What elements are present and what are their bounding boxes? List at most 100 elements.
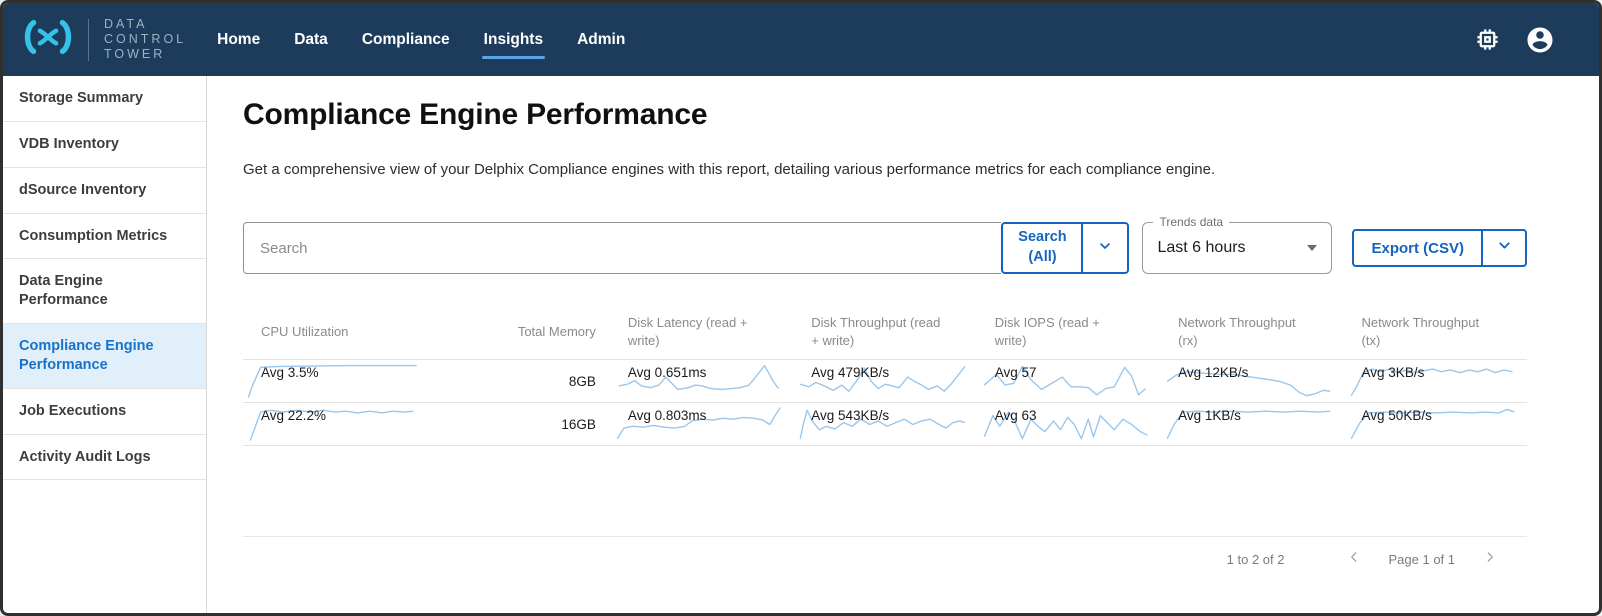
page-description: Get a comprehensive view of your Delphix… [243,161,1216,178]
metric-avg-label: Avg 0.803ms [627,408,707,424]
navbar-actions [1474,25,1599,55]
metric-cell-cpu-utilization: Avg 3.5% [243,360,426,403]
sidebar-item-activity-audit-logs[interactable]: Activity Audit Logs [3,435,206,481]
column-header-network-throughput-rx: Network Throughput (rx) [1178,315,1296,348]
column-header-network-throughput-tx: Network Throughput (tx) [1361,315,1480,348]
logo: DATA CONTROL TOWER [3,17,186,62]
metric-cell-disk-throughput-read-write: Avg 479KB/s [793,360,976,403]
metric-avg-label: Avg 57 [994,365,1037,381]
nav-item-compliance[interactable]: Compliance [361,30,450,48]
trends-data-select[interactable]: Trends data Last 6 hours [1142,215,1333,274]
metric-cell-disk-iops-read-write: Avg 57 [977,360,1160,403]
sidebar-item-dsource-inventory[interactable]: dSource Inventory [3,168,206,214]
sidebar-item-data-engine-performance[interactable]: Data Engine Performance [3,259,206,325]
trends-data-label: Trends data [1153,215,1230,229]
nav-item-home[interactable]: Home [217,30,261,48]
table-body: Avg 3.5% 8GB Avg 0.651ms Avg 479KB/s Avg 57 A… [243,359,1527,446]
chevron-down-icon [1097,238,1113,259]
main-content: Compliance Engine Performance Get a comp… [207,76,1599,613]
metric-cell-network-throughput-rx: Avg 12KB/s [1160,360,1343,403]
sparkline-chart [612,405,785,444]
metric-avg-label: Avg 543KB/s [811,408,890,424]
sidebar-item-compliance-engine-performance[interactable]: Compliance Engine Performance [3,324,206,389]
table-row: Avg 3.5% 8GB Avg 0.651ms Avg 479KB/s Avg 57 A… [243,359,1527,403]
performance-table: CPU Utilization Total Memory Disk Latency … [243,304,1527,446]
logo-wordmark: DATA CONTROL TOWER [104,17,187,61]
controls-row: Search (All) Trends data Last 6 hours [243,215,1527,274]
metric-cell-network-throughput-tx: Avg 3KB/s [1344,360,1527,403]
column-header-disk-throughput-read-write: Disk Throughput (read + write) [811,315,941,348]
metric-cell-disk-throughput-read-write: Avg 543KB/s [793,403,976,446]
table-row: Avg 22.2% 16GB Avg 0.803ms Avg 543KB/s Avg 6… [243,402,1527,446]
account-circle-icon[interactable] [1525,25,1555,55]
sidebar-item-consumption-metrics[interactable]: Consumption Metrics [3,214,206,260]
search-group: Search (All) [243,222,1130,274]
dropdown-arrow-icon [1307,245,1318,251]
metric-cell-network-throughput-tx: Avg 50KB/s [1344,403,1527,446]
metric-avg-label: Avg 0.651ms [627,365,707,381]
metric-avg-label: Avg 63 [994,408,1037,424]
search-input[interactable] [243,222,1002,274]
column-header-disk-iops-read-write: Disk IOPS (read + write) [994,315,1100,348]
page-title: Compliance Engine Performance [243,98,708,131]
top-navbar: DATA CONTROL TOWER Home Data Compliance Ins… [3,3,1599,76]
delphix-x-logo-icon [21,18,75,61]
metric-avg-label: Avg 3.5% [261,365,319,381]
sidebar: Storage Summary VDB Inventory dSource Inve… [3,76,207,613]
metric-avg-label: Avg 3KB/s [1361,365,1425,381]
metric-cell-cpu-utilization: Avg 22.2% [243,403,426,446]
pagination-footer: 1 to 2 of 2 Page 1 of 1 [243,536,1527,569]
sparkline-chart [979,405,1152,444]
sparkline-chart [612,362,785,401]
previous-page-button[interactable] [1343,550,1365,569]
sparkline-chart [1346,405,1519,444]
main-nav: Home Data Compliance Insights Admin [216,27,626,59]
metric-avg-label: Avg 22.2% [261,408,327,424]
metric-avg-label: Avg 1KB/s [1178,408,1241,424]
trends-data-value: Last 6 hours [1157,239,1246,256]
chevron-down-icon [1496,237,1513,259]
nav-item-admin[interactable]: Admin [577,30,626,48]
export-split-button: Export (CSV) [1352,229,1527,267]
metric-cell-disk-latency-read-write: Avg 0.803ms [610,403,793,446]
chevron-right-icon [1483,550,1497,569]
export-csv-button[interactable]: Export (CSV) [1371,239,1464,257]
sparkline-chart [795,405,968,444]
sparkline-chart [245,362,418,401]
sidebar-item-storage-summary[interactable]: Storage Summary [3,76,206,122]
metric-cell-total-memory: 16GB [561,416,596,432]
chevron-left-icon [1347,550,1361,569]
next-page-button[interactable] [1479,550,1501,569]
sparkline-chart [1162,405,1335,444]
metric-cell-disk-latency-read-write: Avg 0.651ms [610,360,793,403]
sparkline-chart [245,405,418,444]
nav-item-insights[interactable]: Insights [481,27,546,59]
metric-cell-disk-iops-read-write: Avg 63 [977,403,1160,446]
logo-divider [88,18,89,61]
sparkline-chart [1346,362,1519,401]
metric-cell-network-throughput-rx: Avg 1KB/s [1160,403,1343,446]
table-header-row: CPU Utilization Total Memory Disk Latency … [243,304,1527,360]
developer-chip-icon[interactable] [1474,26,1501,53]
search-options-button[interactable] [1081,224,1127,272]
search-split-button: Search (All) [1001,222,1130,274]
metric-avg-label: Avg 479KB/s [811,365,890,381]
page-indicator: Page 1 of 1 [1388,552,1456,568]
sparkline-chart [979,362,1152,401]
search-all-button[interactable]: Search (All) [1018,229,1067,265]
row-range-label: 1 to 2 of 2 [1226,552,1285,568]
metric-avg-label: Avg 50KB/s [1361,408,1432,424]
performance-table-wrap: CPU Utilization Total Memory Disk Latency … [243,304,1527,446]
metric-avg-label: Avg 12KB/s [1178,365,1249,381]
column-header-disk-latency-read-write: Disk Latency (read + write) [627,315,748,348]
export-options-button[interactable] [1481,231,1525,265]
sidebar-item-vdb-inventory[interactable]: VDB Inventory [3,122,206,168]
metric-cell-total-memory: 8GB [568,373,596,389]
column-header-cpu-utilization: CPU Utilization [261,323,349,339]
column-header-total-memory: Total Memory [517,323,596,339]
sparkline-chart [1162,362,1335,401]
nav-item-data[interactable]: Data [294,30,328,48]
sidebar-item-job-executions[interactable]: Job Executions [3,389,206,435]
sparkline-chart [795,362,968,401]
